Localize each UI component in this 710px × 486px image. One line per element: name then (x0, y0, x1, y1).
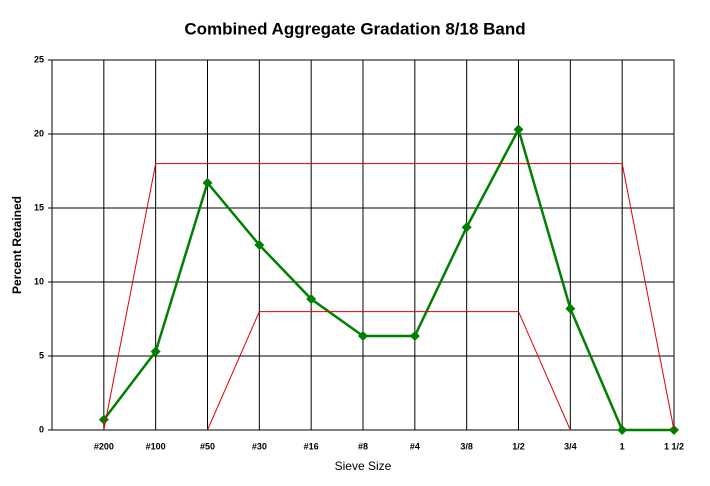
data-point (461, 222, 472, 233)
x-tick-label: #30 (252, 441, 267, 451)
series-line (102, 126, 674, 432)
plot-border (51, 59, 675, 431)
x-tick-label: #8 (358, 441, 368, 451)
x-tick-label: #100 (146, 441, 166, 451)
y-tick-label: 0 (39, 424, 44, 434)
x-tick-label: #50 (200, 441, 215, 451)
series-line (103, 163, 675, 431)
y-tick-label: 10 (34, 276, 44, 286)
data-point (617, 425, 628, 435)
series-line (207, 311, 571, 431)
chart-title: Combined Aggregate Gradation 8/18 Band (184, 19, 525, 38)
x-tick-label: 1 1/2 (664, 441, 684, 451)
data-point (565, 303, 576, 314)
y-tick-label: 15 (34, 202, 44, 212)
y-tick-label: 20 (34, 128, 44, 138)
x-tick-label: #4 (410, 441, 420, 451)
data-point (150, 346, 161, 357)
x-axis-label: Sieve Size (335, 459, 392, 473)
x-tick-label: #16 (304, 441, 319, 451)
x-tick-label: 3/4 (564, 441, 577, 451)
x-tick-label: #200 (94, 441, 114, 451)
data-point (202, 177, 213, 188)
data-point (254, 240, 265, 250)
x-tick-label: 1/2 (512, 441, 525, 451)
y-tick-label: 5 (39, 350, 44, 360)
x-tick-label: 3/8 (460, 441, 473, 451)
y-axis-label: Percent Retained (10, 196, 24, 294)
data-point (513, 124, 524, 135)
x-tick-label: 1 (620, 441, 625, 451)
data-point (358, 331, 368, 342)
y-tick-label: 25 (34, 54, 44, 64)
data-point (306, 294, 317, 305)
data-point (409, 331, 420, 342)
